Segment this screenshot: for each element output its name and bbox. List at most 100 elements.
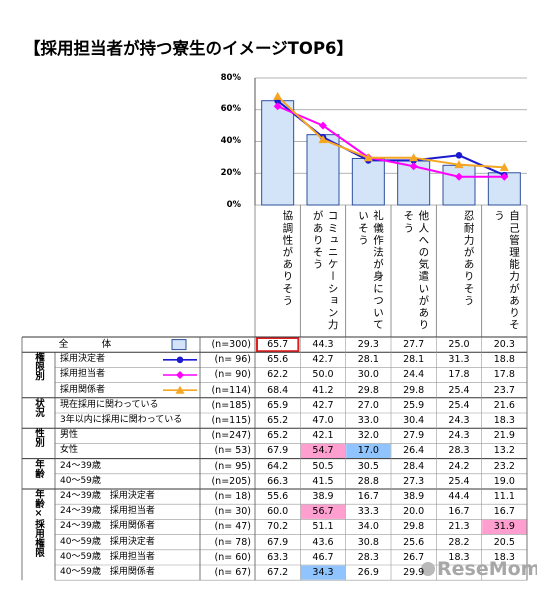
table-value: 21.6: [493, 399, 515, 411]
table-value: 33.0: [357, 415, 379, 426]
table-value: 42.7: [312, 354, 334, 366]
table-value: 51.1: [312, 521, 334, 533]
row-label: 現在採用に関わっている: [60, 399, 159, 410]
table-value: 65.6: [267, 354, 289, 366]
table-value: 43.6: [312, 536, 334, 548]
bar: [487, 172, 521, 206]
table-value: 33.3: [357, 506, 379, 518]
table-value: 67.9: [267, 445, 289, 457]
category-label: 礼儀作法が身についていそう: [356, 210, 384, 331]
bar: [306, 134, 340, 206]
y-tick-label: 40%: [220, 136, 241, 146]
table-value: 24.4: [403, 369, 425, 381]
table-value: 24.3: [448, 415, 470, 426]
cell-highlight: [300, 443, 346, 459]
watermark: ReseMom: [437, 558, 537, 580]
table-value: 28.8: [357, 475, 379, 487]
group-label: 性別: [33, 428, 44, 448]
table-value: 27.7: [403, 339, 425, 350]
row-label: 40～59歳 採用関係者: [60, 567, 155, 577]
table-value: 19.0: [493, 475, 515, 487]
line-marker: [455, 172, 463, 181]
row-n: (n= 90): [214, 369, 251, 381]
table-value: 29.8: [357, 384, 379, 396]
table-value: 26.9: [357, 567, 379, 578]
table-value: 24.3: [448, 430, 470, 442]
cell-highlight: [346, 443, 391, 459]
row-label: 採用関係者: [60, 384, 106, 395]
table-value: 41.2: [312, 384, 334, 396]
table-value: 28.1: [357, 354, 379, 366]
table-value: 30.0: [357, 369, 379, 381]
table-value: 20.0: [403, 506, 425, 518]
table-value: 68.4: [267, 384, 289, 396]
row-n: (n= 95): [214, 460, 251, 472]
table-value: 65.2: [267, 430, 289, 442]
table-value: 60.0: [267, 506, 289, 518]
bar: [351, 157, 385, 206]
table-value: 28.1: [403, 354, 425, 366]
row-label: 3年以内に採用に関わっている: [60, 415, 183, 425]
table-value: 66.3: [267, 475, 289, 487]
table-value: 17.8: [493, 369, 515, 381]
line: [276, 95, 505, 169]
row-n: (n= 67): [214, 567, 251, 578]
table-value: 38.9: [403, 491, 425, 502]
table-value: 26.4: [403, 445, 425, 457]
table-value: 47.0: [312, 415, 334, 426]
table-value: 16.7: [357, 491, 379, 502]
table-value: 50.0: [312, 369, 334, 381]
table-value: 29.9: [403, 567, 425, 578]
table-value: 28.3: [357, 551, 379, 563]
line-marker: [363, 153, 373, 162]
row-label: 40～59歳: [60, 475, 101, 486]
row-label: 24～39歳 採用担当者: [60, 506, 155, 517]
table-value: 25.4: [448, 399, 470, 411]
table-value: 21.3: [448, 521, 470, 533]
table-value: 70.2: [267, 521, 289, 533]
row-label: 男性: [60, 430, 79, 441]
category-label: 他人への気遣いがありそう: [402, 210, 430, 331]
row-label: 採用決定者: [60, 354, 106, 365]
table-value: 65.9: [267, 399, 289, 411]
row-n: (n= 30): [214, 506, 251, 518]
row-label: 全 体: [58, 339, 124, 350]
legend-marker: [176, 371, 184, 379]
line-marker: [499, 162, 509, 171]
row-n: (n= 18): [214, 491, 251, 502]
row-n: (n=205): [211, 475, 251, 487]
y-tick-label: 0%: [226, 199, 241, 210]
table-value: 27.3: [403, 475, 425, 487]
table-value: 30.5: [357, 460, 379, 472]
table-value: 23.2: [493, 460, 515, 472]
category-label: 協調性がありそう: [281, 210, 294, 307]
group-label: 年齢×採用権限: [33, 489, 44, 557]
table-value: 31.9: [493, 521, 515, 533]
table-value: 63.3: [267, 551, 289, 563]
y-tick-label: 60%: [220, 104, 241, 115]
row-label: 40～59歳 採用決定者: [60, 536, 155, 547]
y-tick-label: 20%: [220, 167, 241, 178]
group-label: 年齢: [33, 458, 44, 478]
watermark-icon: [421, 562, 435, 576]
table-value: 55.6: [267, 491, 289, 502]
row-n: (n= 96): [214, 354, 251, 366]
row-label: 採用担当者: [60, 369, 106, 380]
table-value: 29.8: [403, 521, 425, 533]
table-value: 18.3: [493, 551, 515, 563]
category-label: 忍耐力がありそう: [462, 210, 475, 307]
table-value: 44.4: [448, 491, 470, 502]
table-value: 62.2: [267, 369, 289, 381]
table-value: 27.9: [403, 430, 425, 442]
table-value: 16.7: [493, 506, 515, 518]
table-value: 46.7: [312, 551, 334, 563]
table-value: 28.4: [403, 460, 425, 472]
cell-highlight: [300, 504, 346, 519]
line-marker: [273, 102, 282, 111]
legend-marker: [175, 385, 185, 394]
row-label: 40～59歳 採用担当者: [60, 551, 155, 562]
table-value: 42.1: [312, 430, 334, 442]
row-label: 24～39歳 採用関係者: [60, 521, 155, 532]
